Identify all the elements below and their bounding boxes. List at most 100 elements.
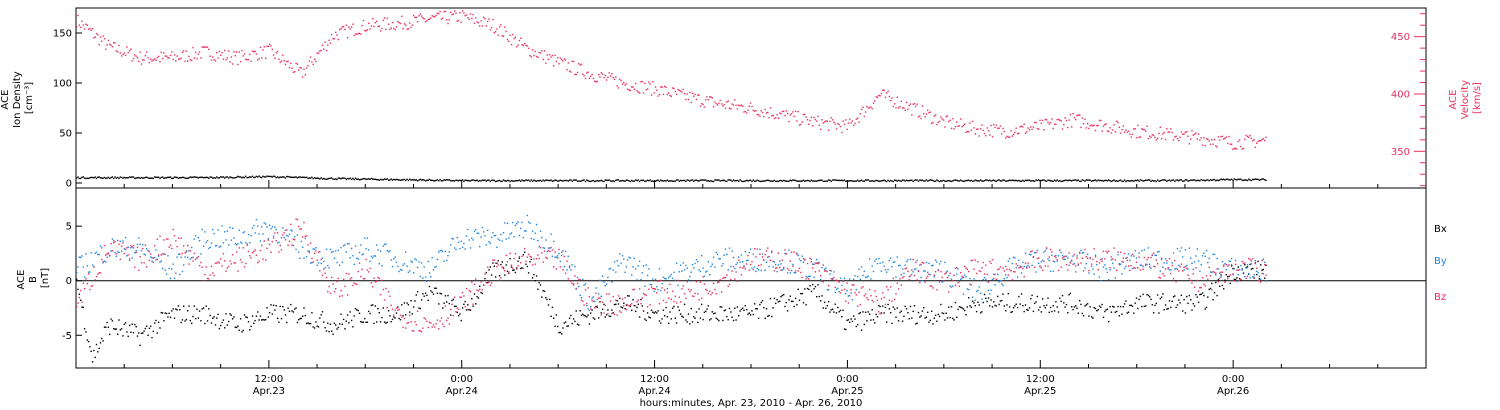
velocity-point: [288, 66, 291, 69]
bz-point: [213, 274, 215, 277]
bx-point: [501, 261, 503, 263]
by-point: [1204, 255, 1206, 257]
by-point: [409, 270, 411, 272]
bx-point: [851, 320, 854, 323]
density-point: [668, 180, 670, 182]
bx-point: [763, 306, 765, 309]
velocity-point: [249, 53, 251, 56]
by-point: [197, 236, 199, 239]
density-point: [512, 180, 514, 182]
by-point: [798, 258, 801, 260]
bz-point: [364, 278, 366, 280]
velocity-point: [263, 46, 265, 48]
by-point: [559, 260, 561, 263]
density-point: [1084, 180, 1086, 182]
bz-point: [968, 270, 970, 273]
bz-point: [231, 254, 234, 256]
by-point: [119, 240, 121, 243]
density-point: [997, 179, 999, 182]
density-point: [1178, 179, 1180, 182]
by-point: [481, 226, 484, 229]
bz-point: [538, 257, 540, 260]
velocity-point: [317, 52, 320, 55]
density-point: [612, 180, 614, 182]
by-point: [645, 264, 647, 266]
density-point: [1211, 179, 1213, 181]
by-point: [394, 256, 396, 258]
by-point: [111, 238, 114, 240]
by-point: [649, 283, 651, 286]
by-point: [526, 214, 528, 217]
density-point: [176, 176, 178, 179]
bx-point: [1114, 311, 1116, 313]
density-point: [1201, 179, 1204, 182]
density-point: [99, 177, 102, 179]
bx-point: [117, 333, 119, 335]
bx-point: [1122, 306, 1124, 308]
density-point: [356, 178, 358, 180]
bx-point: [739, 310, 741, 312]
bz-point: [239, 259, 242, 261]
density-point: [576, 180, 579, 182]
bz-point: [858, 291, 860, 294]
bx-point: [171, 310, 173, 312]
by-point: [272, 235, 275, 237]
bz-point: [324, 272, 326, 274]
by-point: [1230, 257, 1233, 260]
bx-point: [1123, 303, 1126, 305]
density-point: [364, 177, 366, 180]
bz-point: [360, 275, 362, 278]
velocity-point: [1167, 131, 1169, 133]
by-point: [261, 226, 263, 228]
velocity-point: [1151, 134, 1153, 136]
by-point: [880, 270, 883, 272]
bx-point: [447, 294, 449, 297]
velocity-point: [455, 12, 457, 14]
density-point: [862, 180, 864, 182]
bx-point: [142, 332, 144, 334]
density-point: [239, 176, 242, 178]
bz-point: [1191, 282, 1193, 284]
bx-point: [557, 325, 559, 328]
by-point: [313, 248, 316, 250]
velocity-point: [434, 16, 436, 18]
density-point: [919, 179, 921, 181]
bz-point: [1134, 267, 1136, 269]
density-point: [709, 180, 711, 182]
by-series: [76, 214, 1267, 312]
velocity-point: [1098, 119, 1101, 122]
density-point: [357, 178, 359, 180]
density-point: [328, 177, 330, 180]
bz-point: [341, 295, 343, 297]
velocity-point: [1110, 132, 1113, 134]
bz-point: [497, 264, 499, 266]
velocity-point: [625, 83, 628, 85]
bx-point: [480, 291, 482, 294]
density-point: [851, 180, 854, 182]
velocity-point: [566, 69, 568, 71]
bz-point: [961, 275, 963, 278]
velocity-point: [904, 109, 906, 111]
by-point: [204, 231, 206, 233]
bz-point: [940, 270, 942, 273]
bz-point: [188, 263, 190, 265]
by-point: [801, 255, 803, 257]
density-point: [913, 179, 916, 182]
bz-point: [570, 280, 572, 283]
velocity-point: [253, 51, 255, 53]
density-point: [1030, 180, 1032, 182]
by-point: [1005, 274, 1007, 276]
bz-point: [139, 256, 141, 258]
density-point: [904, 180, 906, 182]
bx-point: [854, 318, 856, 320]
density-point: [237, 175, 239, 178]
density-point: [492, 179, 494, 181]
velocity-point: [1265, 136, 1267, 139]
by-point: [138, 237, 140, 239]
velocity-point: [1096, 124, 1098, 127]
density-point: [978, 180, 980, 182]
density-point: [899, 180, 901, 182]
density-point: [142, 177, 144, 179]
by-point: [101, 247, 103, 249]
velocity-point: [1184, 131, 1187, 133]
